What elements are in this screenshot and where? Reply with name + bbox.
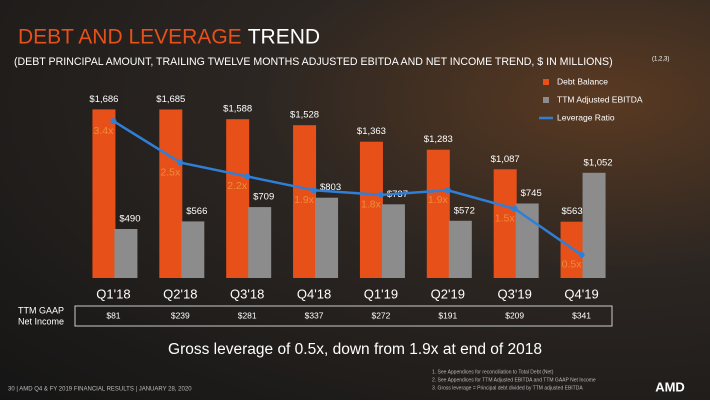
line-marker <box>511 205 518 212</box>
line-marker <box>110 118 117 125</box>
table-box <box>74 305 613 327</box>
table-cell: $272 <box>371 310 390 320</box>
line-marker <box>177 159 184 166</box>
data-label: $745 <box>521 188 542 199</box>
bar <box>493 169 517 278</box>
data-label: $709 <box>253 192 274 203</box>
data-label: $490 <box>119 214 140 225</box>
data-label: $1,052 <box>584 157 613 168</box>
table-cell: $239 <box>171 310 190 320</box>
data-label: 1.9x <box>294 194 315 206</box>
bar <box>315 197 339 278</box>
data-label: $1,588 <box>223 104 252 115</box>
data-label: 1.9x <box>428 194 449 206</box>
x-tick-label: Q2'18 <box>163 286 197 301</box>
data-label: 2.5x <box>160 166 181 178</box>
table-cell: $209 <box>505 310 524 320</box>
x-tick-label: Q1'19 <box>364 286 398 301</box>
bar <box>381 204 405 278</box>
line-marker <box>244 173 251 180</box>
bar <box>181 221 205 278</box>
x-tick-label: Q2'19 <box>431 286 465 301</box>
bar <box>114 229 138 278</box>
table-cell: $281 <box>238 310 257 320</box>
legend-swatch <box>543 79 549 85</box>
bar <box>92 109 116 279</box>
line-marker <box>377 191 384 198</box>
data-label: 1.5x <box>495 213 516 225</box>
table-cell: $81 <box>106 310 120 320</box>
data-label: $566 <box>186 206 207 217</box>
data-label: $563 <box>561 206 582 217</box>
x-tick-label: Q4'18 <box>297 286 331 301</box>
footnote: 1. See Appendices for reconciliation to … <box>432 369 554 375</box>
footer: 30 | AMD Q4 & FY 2019 FINANCIAL RESULTS … <box>8 387 192 393</box>
line-marker <box>444 187 451 194</box>
bar <box>515 203 539 278</box>
data-label: $803 <box>320 182 341 193</box>
title-highlight: DEBT AND LEVERAGE <box>18 26 242 49</box>
bar <box>226 119 250 278</box>
bar <box>248 207 272 278</box>
logo: AMD <box>655 379 685 394</box>
footnote: 2. See Appendices for TTM Adjusted EBITD… <box>432 377 596 383</box>
bar <box>448 220 472 278</box>
x-tick-label: Q3'19 <box>498 286 532 301</box>
data-label: $1,686 <box>89 94 118 105</box>
title-rest: TREND <box>248 26 320 49</box>
bar <box>426 149 450 278</box>
table-label: Net Income <box>18 316 64 326</box>
x-tick-label: Q1'18 <box>96 286 130 301</box>
legend-label: Leverage Ratio <box>557 112 615 122</box>
table-cell: $191 <box>438 310 457 320</box>
legend-label: Debt Balance <box>557 76 608 86</box>
line <box>112 120 583 256</box>
bar <box>293 125 317 278</box>
data-label: $1,685 <box>156 94 185 105</box>
data-label: $1,087 <box>491 154 520 165</box>
legend-swatch <box>543 97 549 103</box>
data-label: 0.5x <box>562 259 583 271</box>
line-marker <box>578 251 585 258</box>
legend-label: TTM Adjusted EBITDA <box>557 94 643 104</box>
line-marker <box>311 187 318 194</box>
bar <box>359 141 383 278</box>
subtitle: (DEBT PRINCIPAL AMOUNT, TRAILING TWELVE … <box>14 56 613 68</box>
data-label: 1.8x <box>361 199 382 211</box>
x-tick-label: Q4'19 <box>564 286 598 301</box>
data-label: $572 <box>454 205 475 216</box>
footnote: 3. Gross leverage = Principal debt divid… <box>432 385 583 391</box>
data-label: 3.4x <box>94 125 115 137</box>
data-label: 2.2x <box>227 180 248 192</box>
table-cell: $337 <box>305 310 324 320</box>
headline: Gross leverage of 0.5x, down from 1.9x a… <box>168 341 542 358</box>
table-cell: $341 <box>572 310 591 320</box>
bar <box>582 172 606 278</box>
bar <box>159 109 183 278</box>
x-tick-label: Q3'18 <box>230 286 264 301</box>
data-label: $1,283 <box>424 134 453 145</box>
table-label: TTM GAAP <box>18 305 64 315</box>
data-label: $1,528 <box>290 110 319 121</box>
subtitle-notes: (1,2,3) <box>652 57 669 63</box>
data-label: $1,363 <box>357 126 386 137</box>
